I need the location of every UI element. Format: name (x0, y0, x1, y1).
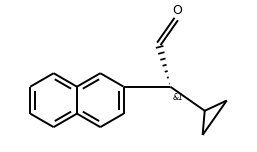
Text: &1: &1 (172, 93, 183, 102)
Text: O: O (172, 4, 182, 17)
